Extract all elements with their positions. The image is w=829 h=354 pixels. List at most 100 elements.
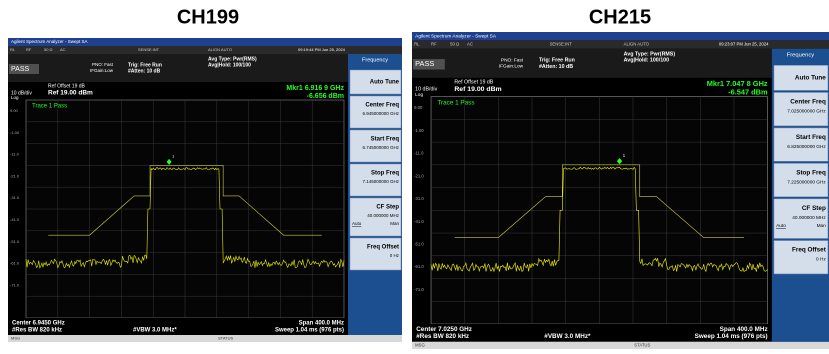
status-row xyxy=(8,46,402,54)
status: STATUS xyxy=(634,342,650,347)
window-title: Agilent Spectrum Analyzer - Swept SA xyxy=(11,39,88,44)
menu-button[interactable] xyxy=(349,95,402,129)
status-tab: RL xyxy=(10,47,16,52)
y-label: -61.0 xyxy=(414,264,424,269)
menu-button[interactable] xyxy=(773,127,829,162)
y-label: -31.0 xyxy=(414,196,424,201)
avg-hold: Avg|Hold: 100/100 xyxy=(624,58,669,64)
menu-button[interactable] xyxy=(349,163,402,197)
vbw: #VBW 3.0 MHz* xyxy=(133,328,177,334)
marker-freq: Mkr1 6.916 9 GHz xyxy=(286,85,344,92)
menu-value: 0 Hz xyxy=(816,257,826,263)
marker-level: -6.656 dBm xyxy=(307,93,344,100)
menu-button[interactable] xyxy=(773,198,829,239)
menu-value: 6.945000000 GHz xyxy=(362,111,399,116)
title-bar xyxy=(412,32,829,41)
status-tab: RL xyxy=(414,42,420,47)
menu-man: Man xyxy=(817,223,827,229)
menu-label: Auto Tune xyxy=(370,80,400,86)
menu-label: Freq Offset xyxy=(367,245,399,251)
y-label: -21.0 xyxy=(414,173,424,178)
trace xyxy=(430,166,768,273)
menu-label: CF Step xyxy=(802,205,826,212)
marker xyxy=(616,158,623,165)
span: Span 400.0 MHz xyxy=(299,321,344,327)
ref-level: Ref 19.00 dBm xyxy=(454,86,501,93)
pass-bg xyxy=(413,59,445,70)
y-label: -1.00 xyxy=(10,130,20,135)
status-tab: SENSE:INT xyxy=(550,42,573,47)
y-label: -51.0 xyxy=(414,242,424,247)
bottom-bg xyxy=(412,323,772,343)
datetime: 09:19:44 PM Jun 25, 2024 xyxy=(298,47,346,52)
menu-man: Man xyxy=(390,221,399,226)
screen: Agilent Spectrum Analyzer - Swept SA RL RF… xyxy=(412,32,829,349)
menu-value: 6.825000000 GHz xyxy=(787,144,826,150)
msg: MSG xyxy=(415,342,425,347)
ref-level: Ref 19.00 dBm xyxy=(48,90,93,97)
menu-label: Start Freq xyxy=(371,137,400,143)
menu-button[interactable] xyxy=(773,163,829,198)
menu-button[interactable] xyxy=(349,197,402,237)
ifgain: IFGain:Low xyxy=(499,64,524,70)
avg-hold: Avg|Hold: 100/100 xyxy=(208,62,251,68)
menu-value: 40.000000 MHz xyxy=(792,215,826,221)
menu-button[interactable] xyxy=(349,129,402,163)
rbw: #Res BW 820 kHz xyxy=(416,333,469,340)
marker xyxy=(166,158,172,165)
menu-value: 0 Hz xyxy=(390,253,400,258)
ref-bg xyxy=(8,82,348,100)
menu-button[interactable] xyxy=(773,65,829,91)
pass: PASS xyxy=(11,66,29,73)
status-tab: SENSE:INT xyxy=(138,47,160,52)
marker-level: -6.547 dBm xyxy=(728,87,768,96)
y-label: -11.0 xyxy=(10,152,20,157)
menu-button[interactable] xyxy=(349,69,402,95)
y-label: -41.0 xyxy=(10,217,20,222)
info-bg xyxy=(412,48,772,78)
y-label: -31.0 xyxy=(10,195,20,200)
menu-button[interactable] xyxy=(773,240,829,275)
center: Center 7.0250 GHz xyxy=(416,326,472,333)
log: Log xyxy=(11,95,19,100)
menu-value: 7.145000000 GHz xyxy=(362,179,399,184)
ref-offset: Ref Offset 19 dB xyxy=(454,79,494,85)
menu-button[interactable] xyxy=(349,237,402,271)
menu-auto: Auto xyxy=(776,223,786,229)
y-label: 9.00 xyxy=(414,105,423,110)
title-bar xyxy=(8,38,402,46)
status-tab: AC xyxy=(60,47,66,52)
pno: PNO: Fast xyxy=(92,62,114,67)
menu-label: Center Freq xyxy=(790,99,826,106)
pass: PASS xyxy=(415,59,434,68)
info-bg xyxy=(8,54,348,82)
window-title: Agilent Spectrum Analyzer - Swept SA xyxy=(415,33,497,39)
menu-label: CF Step xyxy=(376,205,399,211)
scale: 10 dB/div xyxy=(415,87,437,93)
status-tab: AC xyxy=(467,42,473,47)
status-tab: 50 Ω xyxy=(44,47,53,52)
y-label: -71.0 xyxy=(414,287,424,292)
menu-button[interactable] xyxy=(773,92,829,127)
trace-status: Trace 1 Pass xyxy=(32,104,67,110)
trig: Trig: Free Run xyxy=(539,58,575,64)
mask-line xyxy=(48,165,322,236)
status-tab: ALIGN AUTO xyxy=(624,42,650,47)
menu-label: Stop Freq xyxy=(371,171,399,177)
sweep: Sweep 1.04 ms (976 pts) xyxy=(275,328,344,334)
y-label: 9.00 xyxy=(10,108,19,113)
menu-value: 40.000000 MHz xyxy=(367,213,400,218)
atten: #Atten: 10 dB xyxy=(539,64,573,70)
msg-bar xyxy=(8,335,402,342)
msg: MSG xyxy=(11,336,20,341)
marker-freq: Mkr1 7.047 8 GHz xyxy=(707,79,768,88)
datetime: 09:23:07 PM Jun 25, 2024 xyxy=(719,42,769,47)
screen: Agilent Spectrum Analyzer - Swept SA RL RF… xyxy=(8,38,402,342)
ref-offset: Ref Offset 19 dB xyxy=(48,83,86,89)
menu-label: Start Freq xyxy=(796,134,826,141)
y-label: -51.0 xyxy=(10,239,20,244)
pass-bg xyxy=(9,64,39,74)
menu-value: 7.225000000 GHz xyxy=(787,179,826,185)
